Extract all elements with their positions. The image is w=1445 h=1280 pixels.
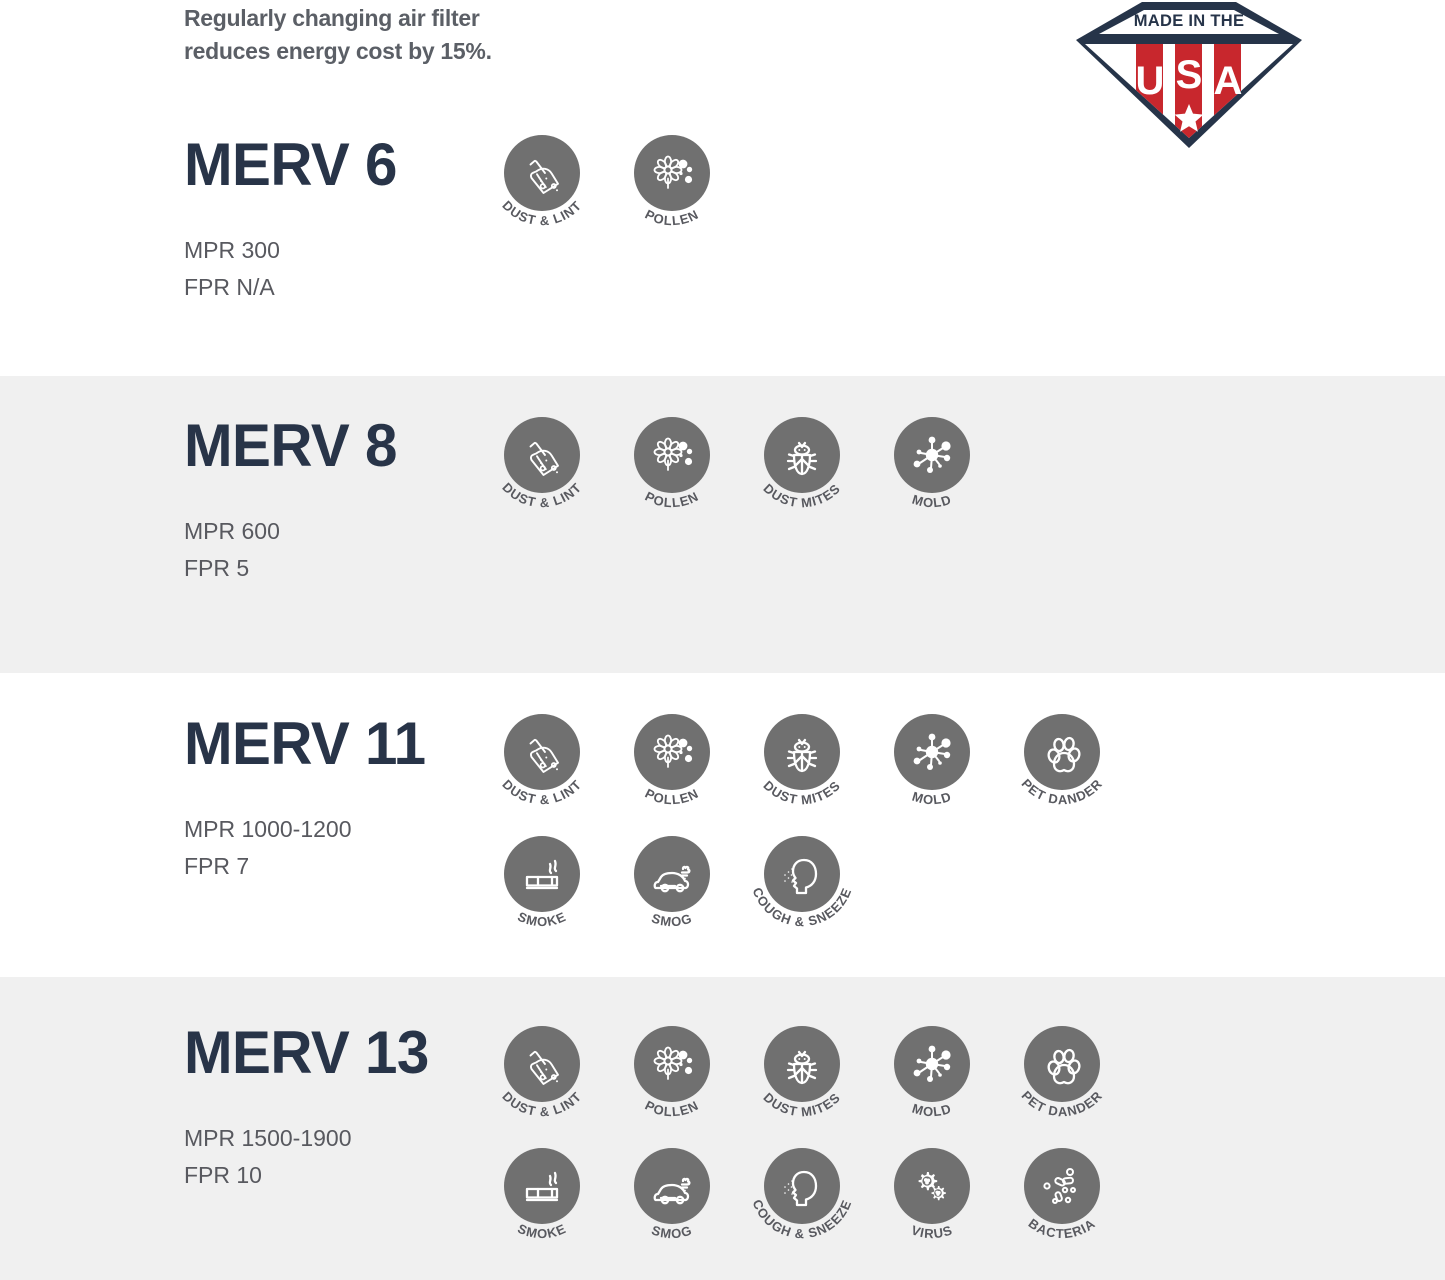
- svg-text:A: A: [1214, 59, 1243, 103]
- svg-text:VIRUS: VIRUS: [909, 1222, 955, 1241]
- svg-text:MOLD: MOLD: [910, 492, 953, 511]
- svg-text:MOLD: MOLD: [910, 1101, 953, 1120]
- svg-text:U: U: [1136, 59, 1165, 103]
- svg-text:S: S: [1176, 53, 1203, 97]
- svg-text:SMOG: SMOG: [650, 1222, 695, 1241]
- svg-text:MOLD: MOLD: [910, 789, 953, 808]
- svg-text:SMOG: SMOG: [650, 910, 695, 929]
- svg-text:MADE IN THE: MADE IN THE: [1134, 12, 1245, 30]
